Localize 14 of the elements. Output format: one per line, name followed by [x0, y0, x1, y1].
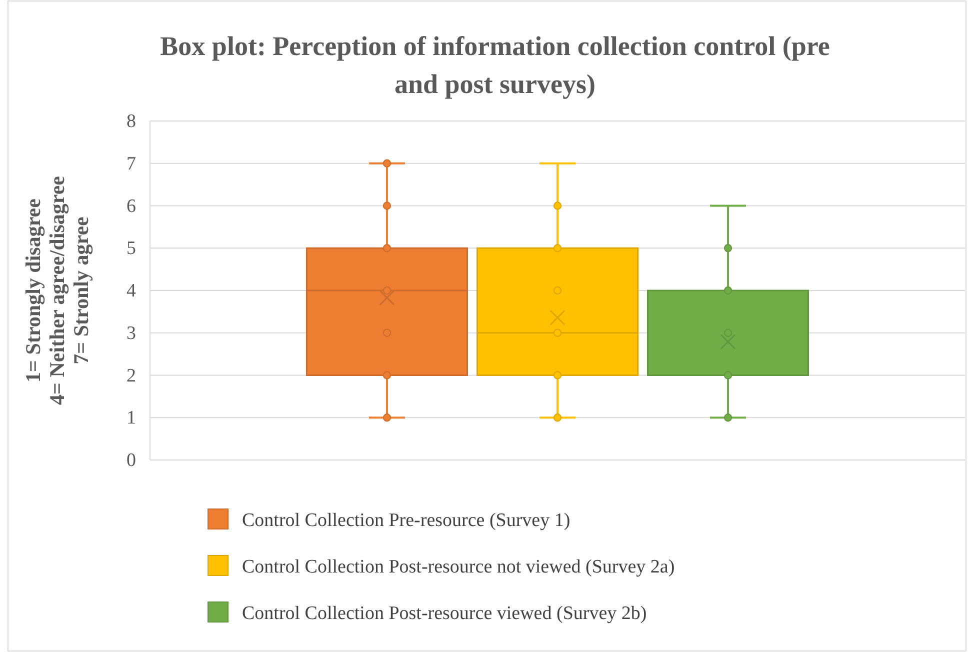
y-tick-label: 8 [126, 111, 136, 132]
y-tick-label: 1 [126, 408, 136, 429]
legend-label: Control Collection Post-resource not viewed (Survey 2a) [242, 556, 675, 578]
y-tick-label: 4 [126, 280, 136, 302]
legend-label: Control Collection Post-resource viewed (Survey 2b) [242, 603, 647, 624]
y-tick-label: 2 [126, 365, 136, 386]
chart-title: Box plot: Perception of information collection control (pre and post surveys) [160, 31, 830, 99]
y-axis-title: 1= Strongly disagree 4= Neither agree/disagree 7= Stronly agree [21, 176, 93, 405]
legend-label: Control Collection Pre-resource (Survey 1) [242, 510, 570, 531]
y-tick-label: 7 [126, 153, 136, 174]
y-tick-label: 0 [126, 450, 136, 472]
y-tick-label: 6 [126, 196, 136, 217]
y-tick-label: 3 [126, 322, 136, 344]
y-tick-label: 5 [126, 238, 136, 260]
